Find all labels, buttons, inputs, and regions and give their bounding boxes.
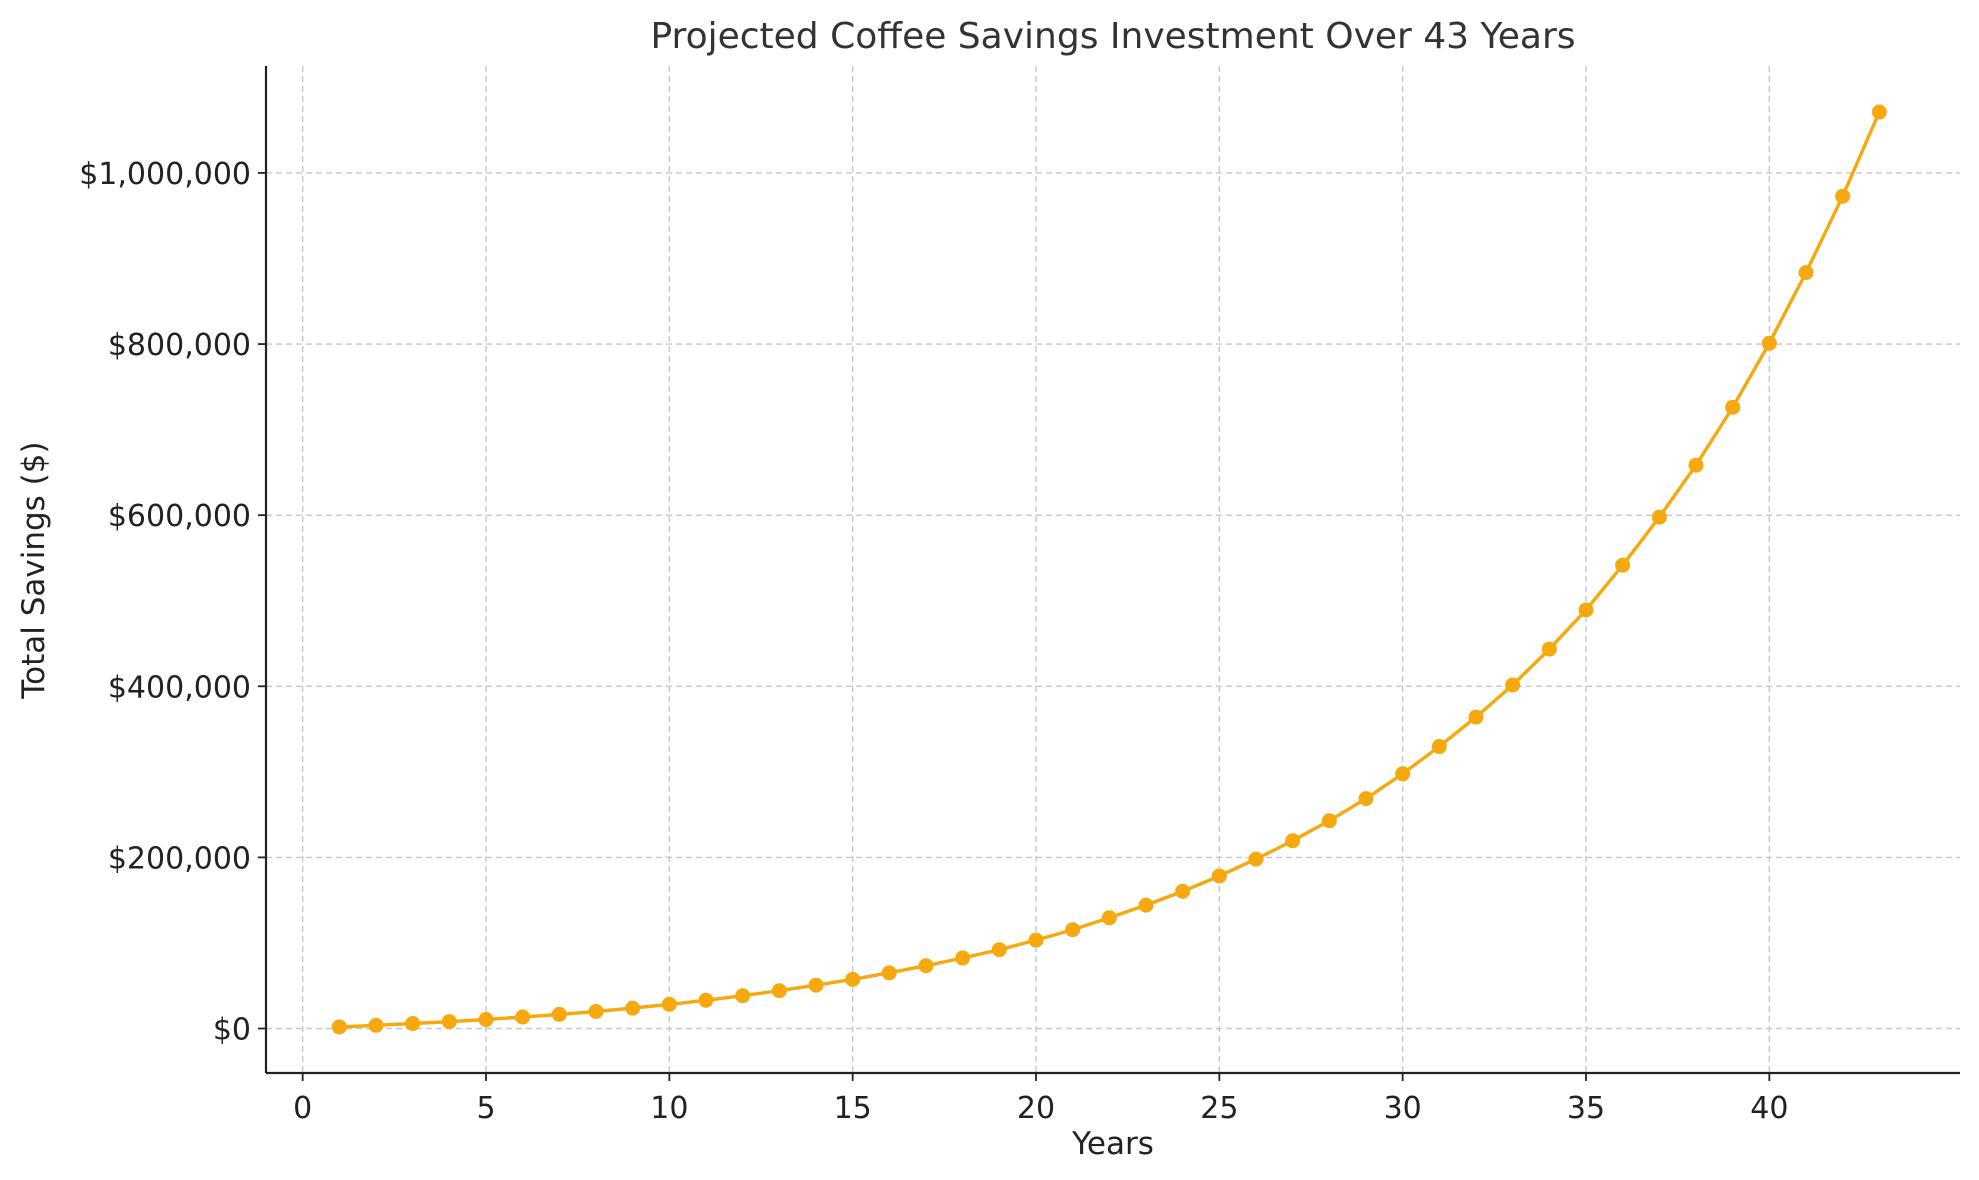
chart-title: Projected Coffee Savings Investment Over… <box>650 16 1575 57</box>
y-tick-label: $800,000 <box>108 328 251 363</box>
y-tick-label: $200,000 <box>108 841 251 876</box>
data-point <box>698 992 714 1008</box>
data-point <box>1101 910 1117 926</box>
data-point <box>1248 851 1264 867</box>
data-point <box>1835 188 1851 204</box>
data-point <box>1468 709 1484 725</box>
data-point <box>808 977 824 993</box>
data-point <box>331 1019 347 1035</box>
y-tick-label: $400,000 <box>108 670 251 705</box>
y-tick-label: $600,000 <box>108 499 251 534</box>
data-point <box>661 996 677 1012</box>
series-line <box>337 110 1882 1029</box>
data-point <box>1211 868 1227 884</box>
data-point <box>368 1017 384 1033</box>
x-tick-label: 20 <box>1017 1091 1055 1126</box>
x-tick-label: 15 <box>834 1091 872 1126</box>
data-point <box>845 971 861 987</box>
ticks: 0 5 10 15 20 25 30 35 40 $0 $200,000 $400,000 $600,0… <box>79 157 1788 1126</box>
data-point <box>1761 335 1777 351</box>
y-tick-label: $1,000,000 <box>79 157 251 192</box>
data-point <box>1871 104 1887 120</box>
data-point <box>1138 897 1154 913</box>
data-point <box>625 1000 641 1016</box>
data-point <box>478 1012 494 1028</box>
y-axis-label: Total Savings ($) <box>16 441 52 699</box>
data-point <box>1725 399 1741 415</box>
x-axis-label: Years <box>1071 1126 1154 1162</box>
data-point <box>1175 883 1191 899</box>
x-tick-label: 40 <box>1750 1091 1788 1126</box>
x-tick-label: 30 <box>1384 1091 1422 1126</box>
data-point <box>918 958 934 974</box>
data-point <box>1541 641 1557 657</box>
data-point <box>551 1006 567 1022</box>
data-point <box>1578 602 1594 618</box>
data-point <box>405 1016 421 1032</box>
x-tick-label: 25 <box>1200 1091 1238 1126</box>
data-point <box>1358 791 1374 807</box>
grid <box>266 66 1960 1073</box>
x-tick-label: 5 <box>476 1091 495 1126</box>
data-point <box>1688 457 1704 473</box>
data-point <box>735 988 751 1004</box>
data-point <box>1321 813 1337 829</box>
data-point <box>1431 739 1447 755</box>
data-point <box>1651 509 1667 525</box>
data-point <box>1028 932 1044 948</box>
data-point <box>1505 677 1521 693</box>
axes <box>264 66 1960 1075</box>
x-tick-label: 10 <box>650 1091 688 1126</box>
x-tick-label: 35 <box>1567 1091 1605 1126</box>
data-point <box>515 1009 531 1025</box>
data-point <box>771 983 787 999</box>
series-group <box>331 104 1887 1035</box>
data-point <box>955 950 971 966</box>
data-point <box>588 1003 604 1019</box>
data-point <box>1798 265 1814 281</box>
data-point <box>1065 922 1081 938</box>
data-point <box>1285 833 1301 849</box>
data-point <box>1395 766 1411 782</box>
data-point <box>991 942 1007 958</box>
data-point <box>881 965 897 981</box>
data-point <box>1615 557 1631 573</box>
y-tick-label: $0 <box>213 1013 251 1048</box>
data-point <box>441 1014 457 1030</box>
x-tick-label: 0 <box>293 1091 312 1126</box>
